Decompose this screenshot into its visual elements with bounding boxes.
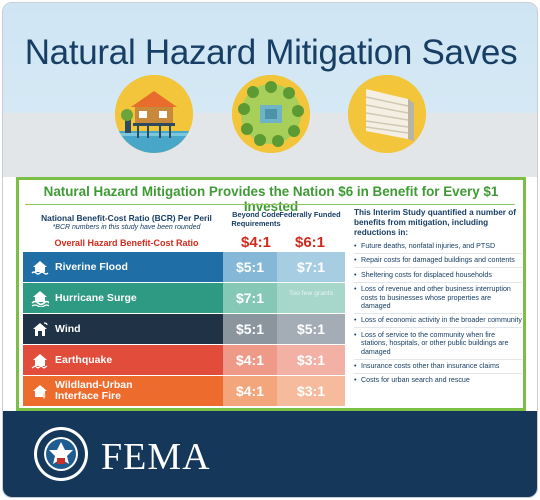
ratio-federal: $5:1 xyxy=(277,314,345,344)
list-item-text: Loss of service to the community when fi… xyxy=(361,330,509,356)
ratio-federal: $7:1 xyxy=(277,252,345,282)
bullet-icon: • xyxy=(354,256,357,265)
ratio-beyond-code: $4:1 xyxy=(223,345,277,375)
overall-ratio-federal: $6:1 xyxy=(294,234,326,251)
bullet-icon: • xyxy=(354,376,357,385)
ratio-federal: $3:1 xyxy=(277,345,345,375)
list-item: • Sheltering costs for displaced househol… xyxy=(354,271,522,283)
peril-cell: Hurricane Surge xyxy=(23,283,223,313)
list-item-text: Loss of economic activity in the broader… xyxy=(361,316,522,325)
peril-cell: Riverine Flood xyxy=(23,252,223,282)
overall-ratio-label: Overall Hazard Benefit-Cost Ratio xyxy=(54,238,199,248)
table-row: Hurricane Surge $7:1 Too few grants xyxy=(23,283,345,313)
bullet-icon: • xyxy=(354,330,357,339)
page-title: Natural Hazard Mitigation Saves xyxy=(24,33,518,72)
table-row: Riverine Flood $5:1 $7:1 xyxy=(23,252,345,282)
ratio-federal: Too few grants xyxy=(277,283,345,313)
ratio-beyond-code: $7:1 xyxy=(223,283,277,313)
bullet-icon: • xyxy=(354,316,357,325)
divider xyxy=(25,204,515,205)
benefit-cost-panel: Natural Hazard Mitigation Provides the N… xyxy=(16,177,526,411)
storm-shutter-illustration xyxy=(348,75,426,153)
list-item-text: Costs for urban search and rescue xyxy=(361,376,470,385)
bullet-icon: • xyxy=(354,361,357,370)
bullet-icon: • xyxy=(354,285,357,294)
peril-name: Riverine Flood xyxy=(55,261,128,273)
peril-cell: Wind xyxy=(23,314,223,344)
table-row: Wildland-Urban Interface Fire $4:1 $3:1 xyxy=(23,376,345,406)
peril-name: Hurricane Surge xyxy=(55,292,137,304)
peril-name: Earthquake xyxy=(55,354,113,366)
list-item-text: Future deaths, nonfatal injuries, and PT… xyxy=(361,242,496,250)
list-item: • Loss of service to the community when f… xyxy=(354,331,522,360)
bcr-note: *BCR numbers in this study have been rou… xyxy=(52,224,201,231)
overall-ratio-beyond-code: $4:1 xyxy=(240,234,272,251)
peril-name-line1: Wildland-Urban xyxy=(55,379,133,391)
panel-subtitle: Natural Hazard Mitigation Provides the N… xyxy=(43,184,499,214)
list-item-text: Repair costs for damaged buildings and c… xyxy=(361,256,515,265)
column-header-beyond-code: Beyond Code Requirements xyxy=(231,210,281,228)
bcr-title: National Benefit-Cost Ratio (BCR) Per Pe… xyxy=(41,213,212,223)
list-item-text: Loss of revenue and other business inter… xyxy=(361,285,511,310)
list-item: • Future deaths, nonfatal injuries, and P… xyxy=(354,242,522,254)
list-item: • Loss of economic activity in the broade… xyxy=(354,316,522,329)
house-surge-icon xyxy=(31,291,49,307)
list-item-text: Insurance costs other than insurance cla… xyxy=(361,361,500,370)
list-item-text: Sheltering costs for displaced household… xyxy=(361,270,492,279)
bullet-icon: • xyxy=(354,242,357,250)
peril-name: Wind xyxy=(55,323,81,335)
bullet-icon: • xyxy=(354,270,357,279)
ratio-beyond-code: $5:1 xyxy=(223,252,277,282)
column-header-federally-funded: Federally Funded xyxy=(279,210,341,219)
benefits-list: • Future deaths, nonfatal injuries, and P… xyxy=(354,242,522,390)
footer: FEMA xyxy=(3,411,537,497)
list-item: • Costs for urban search and rescue xyxy=(354,376,522,387)
ratio-federal: $3:1 xyxy=(277,376,345,406)
list-item: • Repair costs for damaged buildings and … xyxy=(354,256,522,269)
stilt-house-illustration xyxy=(115,75,193,153)
house-flood-icon xyxy=(31,261,49,275)
benefits-heading: This Interim Study quantified a number o… xyxy=(354,208,516,237)
house-fire-icon xyxy=(33,385,47,399)
ratio-beyond-code: $4:1 xyxy=(223,376,277,406)
peril-name: Wildland-Urban Interface Fire xyxy=(55,380,132,402)
ratio-beyond-code: $5:1 xyxy=(223,314,277,344)
peril-name-line2: Interface Fire xyxy=(55,390,121,402)
agency-name: FEMA xyxy=(101,436,211,478)
list-item: • Insurance costs other than insurance cl… xyxy=(354,362,522,374)
peril-cell: Earthquake xyxy=(23,345,223,375)
defensible-space-illustration xyxy=(232,75,310,153)
dhs-seal-icon xyxy=(34,427,88,481)
house-wind-icon xyxy=(33,322,48,336)
table-row: Earthquake $4:1 $3:1 xyxy=(23,345,345,375)
table-row: Wind $5:1 $5:1 xyxy=(23,314,345,344)
list-item: • Loss of revenue and other business inte… xyxy=(354,285,522,314)
peril-cell: Wildland-Urban Interface Fire xyxy=(23,376,223,406)
hero-section: Natural Hazard Mitigation Saves xyxy=(3,3,537,177)
house-earthquake-icon xyxy=(31,354,48,369)
